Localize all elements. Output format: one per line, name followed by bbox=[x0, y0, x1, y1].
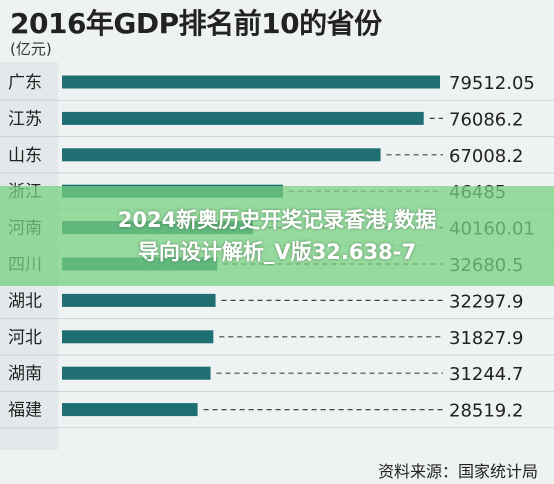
value-label: 67008.2 bbox=[449, 146, 523, 167]
value-label: 31827.9 bbox=[449, 328, 523, 349]
value-label: 28519.2 bbox=[449, 401, 523, 422]
bar bbox=[62, 75, 440, 89]
overlay-banner[interactable]: 2024新奥历史开奖记录香港,数据 导向设计解析_V版32.638-7 bbox=[0, 186, 554, 286]
category-label: 江苏 bbox=[8, 109, 42, 129]
value-label: 31244.7 bbox=[449, 364, 523, 385]
bar bbox=[62, 111, 424, 125]
bar bbox=[62, 330, 214, 344]
chart-title: 2016年GDP排名前10的省份 bbox=[10, 7, 382, 40]
overlay-line-2: 导向设计解析_V版32.638-7 bbox=[137, 240, 417, 264]
category-label: 福建 bbox=[8, 401, 42, 421]
value-label: 79512.05 bbox=[449, 73, 535, 94]
bar bbox=[62, 148, 381, 162]
category-label: 河北 bbox=[8, 328, 42, 348]
value-label: 32297.9 bbox=[449, 291, 523, 312]
category-label: 湖北 bbox=[8, 291, 42, 311]
bar bbox=[62, 366, 211, 380]
bar bbox=[62, 403, 198, 417]
overlay-line-1: 2024新奥历史开奖记录香港,数据 bbox=[117, 208, 437, 232]
unit-label: (亿元) bbox=[10, 40, 52, 58]
category-label: 广东 bbox=[8, 73, 42, 93]
category-label: 山东 bbox=[8, 146, 42, 166]
source-note: 资料来源：国家统计局 bbox=[377, 462, 538, 481]
bar bbox=[62, 293, 216, 307]
value-label: 76086.2 bbox=[449, 109, 523, 130]
category-label: 湖南 bbox=[8, 364, 42, 384]
